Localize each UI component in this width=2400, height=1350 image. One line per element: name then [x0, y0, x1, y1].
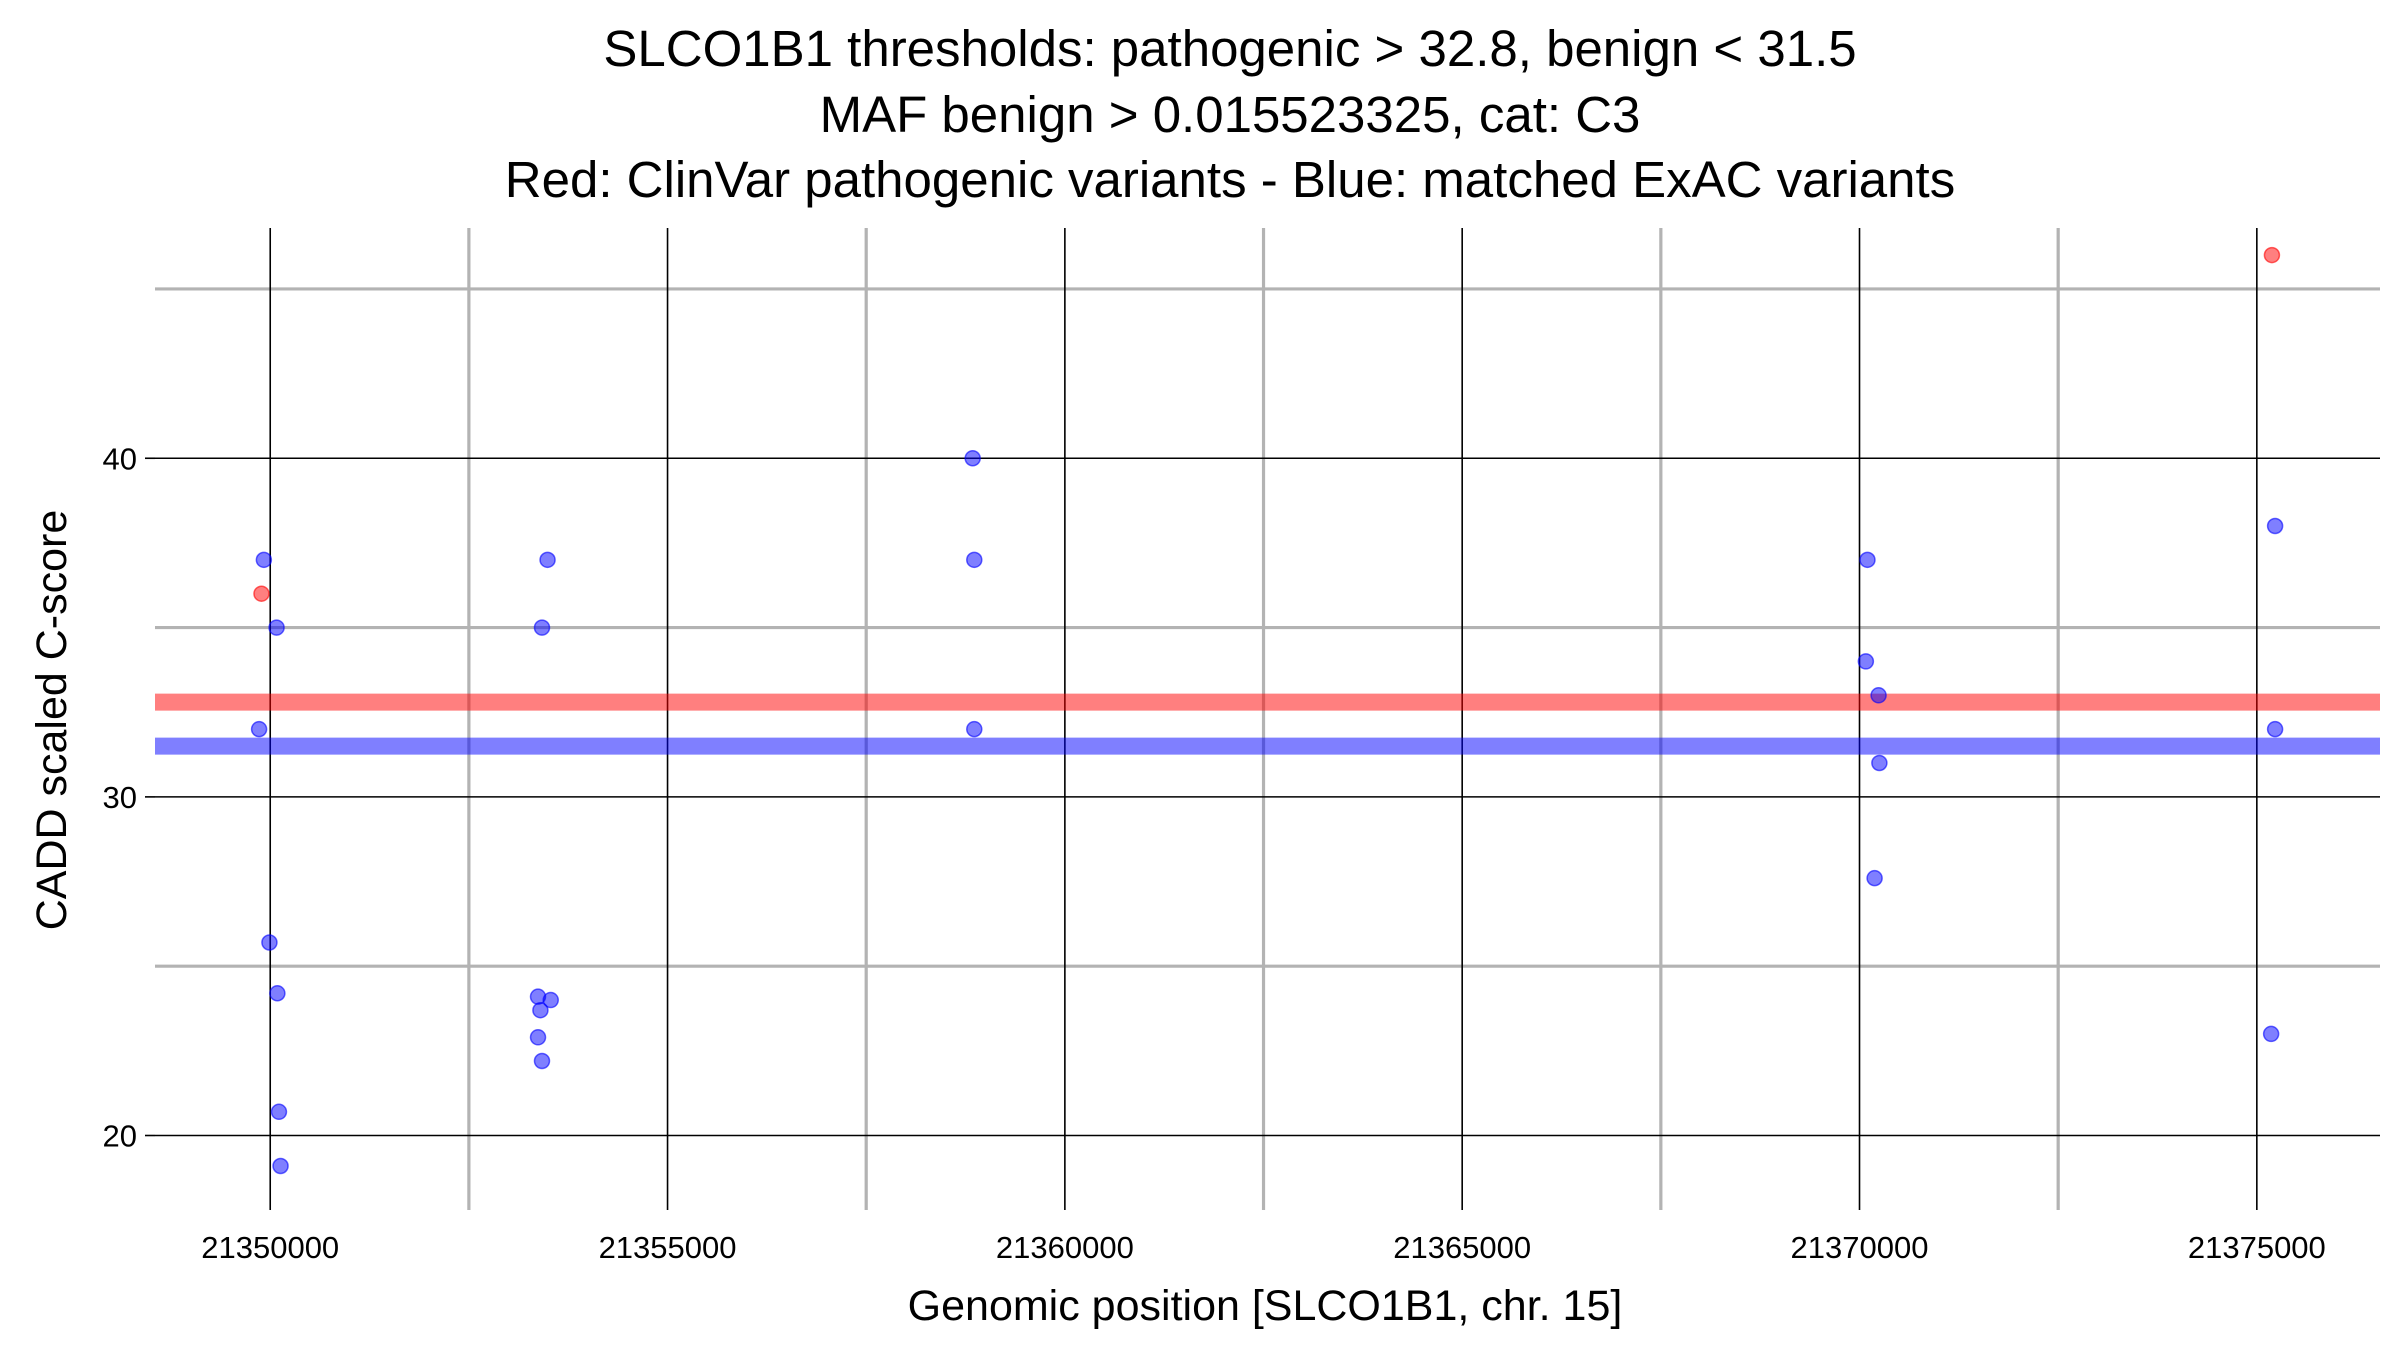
x-tick-label: 21370000	[1791, 1230, 1929, 1265]
x-tick-label: 21350000	[201, 1230, 339, 1265]
exac-point	[1857, 653, 1875, 670]
title-line-2: MAF benign > 0.015523325, cat: C3	[820, 86, 1641, 143]
exac-point	[539, 551, 556, 569]
exac-point	[966, 551, 983, 569]
exac-point	[268, 619, 285, 636]
exac-point	[533, 619, 551, 636]
pathogenic-point	[2263, 246, 2281, 264]
title-line-1: SLCO1B1 thresholds: pathogenic > 32.8, b…	[603, 20, 1856, 77]
x-tick-label: 21355000	[599, 1230, 737, 1265]
exac-point	[964, 450, 981, 467]
x-tick-label: 21365000	[1393, 1230, 1531, 1265]
minor-gridlines	[155, 228, 2380, 1210]
exac-point	[2262, 1025, 2280, 1043]
y-tick-label: 20	[103, 1119, 137, 1154]
x-axis-tick-labels: 21350000 21355000 21360000 21365000 21370000…	[201, 1230, 2326, 1265]
exac-point	[1870, 687, 1887, 704]
data-points	[250, 246, 2284, 1175]
exac-point	[533, 1052, 551, 1070]
exac-point	[272, 1157, 289, 1175]
y-axis-label: CADD scaled C-score	[28, 510, 76, 931]
pathogenic-point	[253, 585, 270, 602]
exac-point	[1859, 551, 1876, 569]
y-tick-label: 30	[103, 780, 137, 815]
exac-point	[532, 1001, 549, 1019]
exac-point	[529, 1029, 547, 1046]
exac-point	[261, 934, 278, 951]
exac-point	[269, 985, 286, 1002]
y-axis-tick-labels: 20 30 40	[103, 441, 155, 1154]
x-tick-label: 21375000	[2188, 1230, 2326, 1265]
major-gridlines	[155, 228, 2380, 1210]
x-axis-label: Genomic position [SLCO1B1, chr. 15]	[908, 1282, 1623, 1330]
exac-point	[250, 720, 268, 738]
x-tick-label: 21360000	[996, 1230, 1134, 1265]
exac-point	[542, 991, 559, 1009]
exac-point	[2266, 720, 2284, 738]
exac-point	[1866, 869, 1883, 887]
title-line-3: Red: ClinVar pathogenic variants - Blue:…	[505, 151, 1955, 208]
threshold-lines	[155, 693, 2380, 755]
y-tick-label: 40	[103, 441, 137, 476]
exac-point	[966, 720, 983, 738]
exac-point	[2266, 517, 2284, 535]
exac-point	[255, 551, 273, 569]
exac-point	[270, 1103, 288, 1121]
chart-title: SLCO1B1 thresholds: pathogenic > 32.8, b…	[505, 20, 1955, 208]
exac-point	[1871, 754, 1888, 772]
